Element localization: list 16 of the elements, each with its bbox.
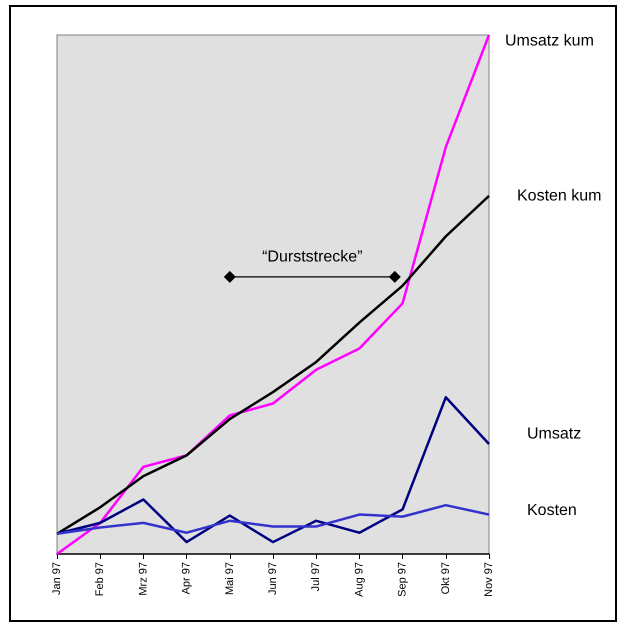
x-tick-label: Jul 97 [310, 562, 322, 592]
annotation: “Durststrecke” [262, 248, 363, 266]
x-tick-label: Nov 97 [483, 562, 495, 597]
x-tick-label: Apr 97 [180, 562, 193, 594]
text: Kosten [527, 502, 577, 520]
x-tick-label: Aug 97 [353, 562, 366, 597]
x-tick-label: Okt 97 [440, 562, 452, 594]
x-tick-label: Mrz 97 [137, 562, 150, 596]
x-tick-label: Jun 97 [267, 562, 279, 596]
series-label: Umsatz kum [505, 32, 594, 50]
x-tick-label: Sep 97 [396, 562, 409, 597]
text: Umsatz [527, 425, 582, 442]
x-tick-label: Jan 97 [51, 562, 63, 596]
series-label: Kosten kum [517, 187, 602, 204]
x-tick-label: Mai 97 [224, 562, 236, 596]
x-tick-label: Feb 97 [94, 562, 106, 596]
